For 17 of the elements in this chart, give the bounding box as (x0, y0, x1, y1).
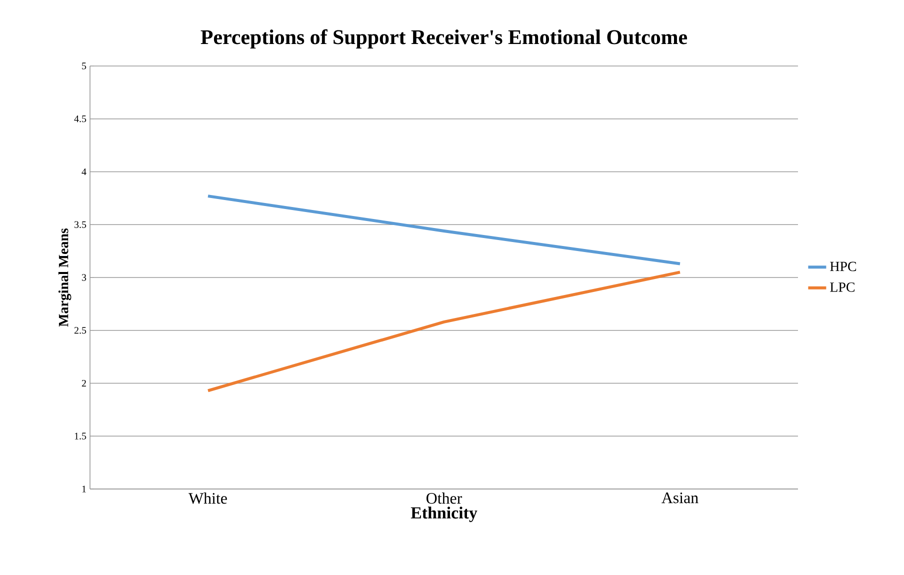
x-axis-title: Ethnicity (410, 506, 478, 522)
y-tick-label: 1 (82, 486, 86, 492)
y-tick-label: 5 (82, 62, 86, 70)
chart-title: Perceptions of Support Receiver's Emotional Outcome (200, 29, 688, 48)
y-tick-label: 3.5 (74, 221, 86, 228)
y-axis-title: Marginal Means (58, 228, 72, 327)
y-tick-label: 2 (82, 380, 86, 387)
x-tick-label: Asian (662, 492, 698, 504)
x-tick-label: Other (426, 492, 462, 504)
legend-label: LPC (830, 282, 854, 292)
y-tick-label: 4.5 (74, 116, 86, 122)
y-tick-label: 2.5 (74, 327, 86, 334)
y-tick-label: 3 (82, 274, 86, 281)
y-tick-label: 4 (82, 168, 86, 176)
legend-label: HPC (830, 262, 856, 272)
x-tick-label: White (188, 492, 227, 504)
y-tick-label: 1.5 (74, 432, 86, 440)
